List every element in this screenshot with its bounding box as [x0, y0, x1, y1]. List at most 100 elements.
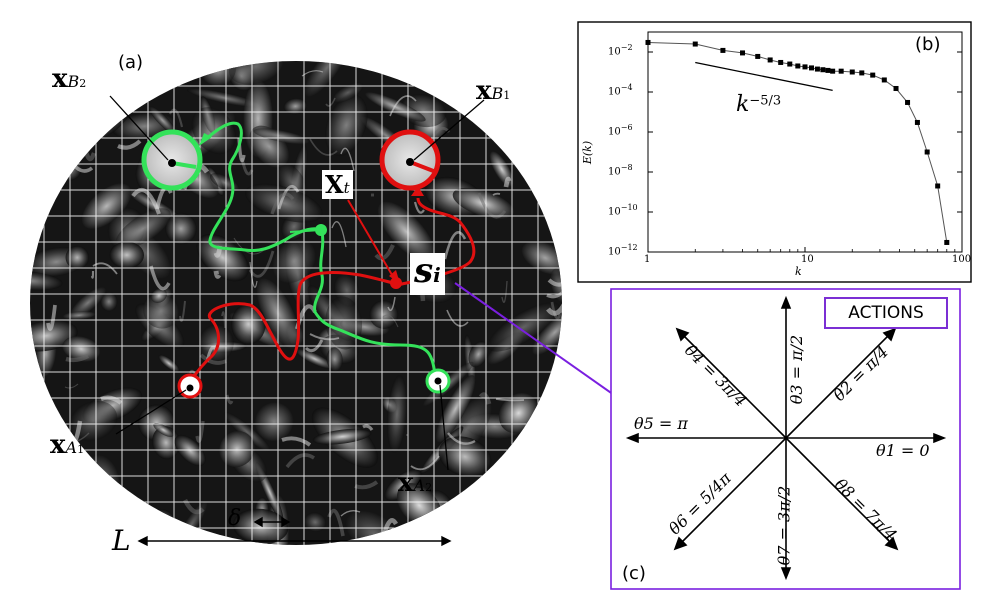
- spectrum-point: [893, 85, 899, 91]
- vortex-blob: [109, 241, 145, 269]
- vortex-streak: [354, 480, 379, 490]
- spectrum-point: [924, 149, 930, 155]
- vortex-streak: [454, 496, 468, 525]
- y-tick-label: 10−4: [608, 83, 633, 98]
- vortex-blob: [47, 479, 67, 545]
- vortex-blob: [283, 98, 308, 115]
- vortex-blob: [465, 531, 494, 544]
- vortex-streak: [550, 301, 562, 320]
- vortex-blob: [186, 88, 262, 108]
- vortex-streak: [304, 339, 324, 353]
- vortex-blob: [312, 428, 372, 445]
- vortex-blob: [30, 480, 54, 507]
- vortex-blob: [148, 106, 177, 135]
- spectrum-point: [720, 47, 726, 53]
- vortex-streak: [340, 147, 355, 172]
- s-i-point: [390, 277, 402, 289]
- y-tick-label: 10−10: [608, 203, 638, 218]
- spectrum-point: [645, 39, 651, 45]
- vortex-streak: [389, 95, 417, 117]
- theta1-label: θ1 = 0: [876, 441, 930, 460]
- spectrum-point: [795, 63, 801, 69]
- vortex-blob: [532, 309, 562, 355]
- vortex-blob: [304, 61, 350, 97]
- vortex-streak: [457, 62, 476, 71]
- vortex-blob: [369, 300, 399, 329]
- vortex-blob: [151, 288, 167, 303]
- vortex-streak: [309, 138, 338, 156]
- vortex-blob: [387, 375, 407, 454]
- vortex-blob: [438, 436, 492, 478]
- vortex-blob: [30, 135, 49, 184]
- vortex-streak: [46, 304, 57, 331]
- vortex-blob: [63, 475, 106, 545]
- vortex-streak: [519, 483, 526, 489]
- vortex-streak: [546, 288, 562, 299]
- theta7-label: θ7 = 3π/2: [774, 485, 794, 566]
- vortex-streak: [478, 392, 492, 405]
- spectrum-point: [778, 59, 784, 65]
- vortex-streak: [547, 265, 562, 287]
- vortex-streak: [495, 398, 525, 402]
- spectrum-point: [870, 72, 876, 78]
- y-tick-label: 10−6: [608, 123, 633, 138]
- vortex-blob: [71, 111, 92, 142]
- spectrum-point: [859, 70, 865, 76]
- vortex-streak: [561, 280, 562, 293]
- panel-c-label: (c): [622, 563, 646, 584]
- theta5-label: θ5 = π: [634, 414, 688, 433]
- y-axis-label: E(k): [581, 140, 595, 165]
- vortex-blob: [196, 233, 249, 282]
- green-arrowhead: [199, 133, 212, 146]
- vortex-streak: [153, 61, 165, 69]
- spectrum-point: [755, 53, 761, 59]
- spectrum-point: [787, 61, 793, 67]
- spectrum-point: [935, 183, 941, 189]
- vortex-blob: [544, 496, 562, 522]
- vortex-streak: [556, 369, 560, 378]
- vortex-blob: [219, 430, 255, 468]
- vortex-blob: [377, 201, 435, 262]
- x-b2-label: xB2: [52, 64, 87, 94]
- vortex-streak: [90, 270, 95, 279]
- vortex-blob: [229, 61, 284, 85]
- spectrum-point: [825, 67, 831, 73]
- vortex-blob: [504, 448, 562, 506]
- vortex-streak: [281, 436, 312, 447]
- spectrum-point: [802, 64, 808, 70]
- vortex-streak: [362, 424, 374, 431]
- x-a1-label: xA1: [50, 430, 85, 460]
- spectrum-point: [692, 41, 698, 47]
- vortex-blob: [69, 400, 118, 442]
- vortex-blob: [304, 512, 327, 532]
- panel-b-frame: [577, 21, 972, 283]
- vortex-blob: [62, 336, 101, 362]
- x-tick-label: 100: [952, 254, 972, 265]
- vortex-blob: [487, 302, 561, 352]
- vortex-streak: [501, 280, 508, 303]
- vortex-streak: [80, 134, 97, 162]
- length-label: L: [112, 524, 131, 557]
- turbulence-field: [30, 61, 562, 545]
- delta-label: δ: [228, 506, 242, 531]
- vortex-streak: [46, 148, 73, 177]
- vortex-streak: [447, 432, 476, 445]
- theta3-label: θ3 = π/2: [787, 334, 807, 405]
- spectrum-point: [944, 239, 950, 245]
- vortex-blob: [527, 418, 562, 484]
- vortex-blob: [526, 61, 560, 74]
- vortex-streak: [512, 61, 527, 80]
- state-to-actions-arrow: [454, 282, 625, 403]
- vortex-streak: [270, 192, 295, 215]
- energy-spectrum-chart: [645, 31, 963, 253]
- vortex-blob: [520, 126, 557, 142]
- vortex-streak: [65, 354, 90, 363]
- vortex-streak: [117, 139, 142, 150]
- vortex-streak: [331, 221, 347, 248]
- vortex-streak: [31, 68, 41, 88]
- actions-title: ACTIONS: [824, 297, 948, 329]
- vortex-streak: [374, 244, 395, 261]
- action-rays: [625, 295, 947, 581]
